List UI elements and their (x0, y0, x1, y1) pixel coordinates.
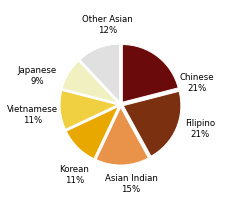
Wedge shape (66, 107, 119, 159)
Wedge shape (60, 90, 118, 129)
Wedge shape (123, 91, 181, 156)
Text: Vietnamese
11%: Vietnamese 11% (7, 105, 59, 125)
Wedge shape (80, 44, 120, 102)
Wedge shape (122, 45, 178, 102)
Text: Asian Indian
15%: Asian Indian 15% (105, 174, 157, 194)
Wedge shape (62, 61, 118, 103)
Text: Filipino
21%: Filipino 21% (185, 119, 215, 139)
Text: Chinese
21%: Chinese 21% (179, 73, 214, 93)
Text: Japanese
9%: Japanese 9% (17, 66, 57, 86)
Wedge shape (96, 107, 148, 165)
Text: Korean
11%: Korean 11% (60, 165, 89, 185)
Text: Other Asian
12%: Other Asian 12% (82, 15, 133, 35)
